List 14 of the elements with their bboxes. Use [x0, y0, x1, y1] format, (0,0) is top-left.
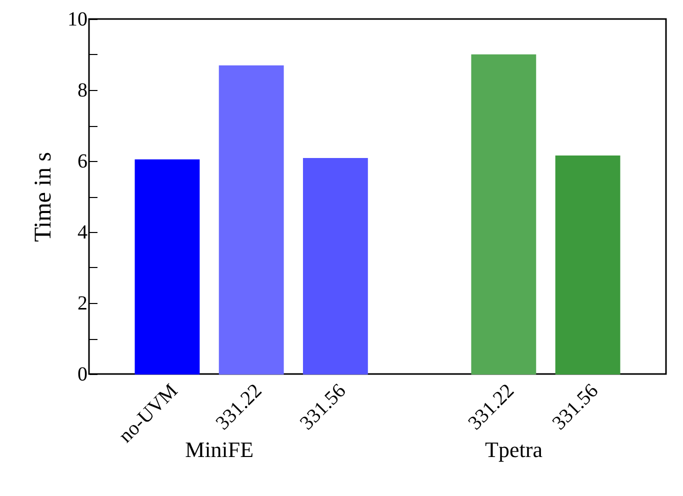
y-axis-title: Time in s — [30, 152, 56, 242]
y-tick-label: 8 — [78, 80, 88, 102]
y-tick-label: 6 — [78, 150, 88, 172]
bar — [134, 159, 200, 374]
text: Tpetra — [485, 437, 543, 462]
y-tick-label: 2 — [78, 292, 88, 314]
y-tick-label: 10 — [68, 8, 88, 30]
bar — [471, 54, 536, 374]
y-tick-label: 4 — [78, 222, 88, 244]
y-tick-label: 0 — [78, 364, 88, 386]
bar — [218, 65, 284, 374]
bar — [555, 156, 620, 374]
bar — [302, 158, 368, 374]
text: MiniFE — [185, 437, 254, 462]
